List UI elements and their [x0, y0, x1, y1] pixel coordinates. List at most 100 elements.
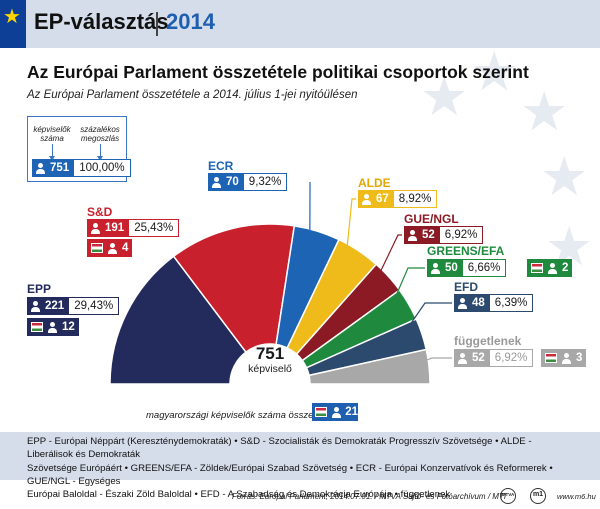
person-icon	[35, 162, 46, 174]
snd-percent: 25,43%	[128, 219, 180, 237]
alde-percent: 8,92%	[392, 190, 438, 208]
website-text: www.m6.hu	[557, 492, 596, 501]
abbreviation-legend: EPP - Európai Néppárt (Kereszténydemokra…	[0, 432, 600, 500]
key-tag: 751 100,00%	[32, 159, 131, 177]
header-year: 2014	[166, 9, 215, 34]
person-icon	[90, 222, 101, 234]
legend-line-2: Szövetsége Európáért • GREENS/EFA - Zöld…	[27, 462, 553, 487]
m1-logo-text: m1	[532, 491, 544, 498]
tag-gue: 52 6,92%	[404, 226, 484, 244]
person-icon	[30, 300, 41, 312]
person-icon	[547, 262, 558, 274]
mtva-logo	[500, 488, 516, 504]
efd-count: 48	[472, 297, 485, 309]
bg-star-icon: ★	[470, 42, 519, 102]
greens-percent: 6,66%	[461, 259, 507, 277]
legend-line-1: EPP - Európai Néppárt (Kereszténydemokra…	[27, 436, 532, 461]
person-icon	[457, 352, 468, 364]
gue-percent: 6,92%	[438, 226, 484, 244]
ecr-percent: 9,32%	[242, 173, 288, 191]
person-icon	[47, 321, 58, 333]
fuggetlen-hu-tag: 3	[541, 349, 587, 367]
mtva-logo-text: MTVA	[501, 492, 515, 497]
arc-sd	[172, 223, 296, 354]
person-icon	[211, 176, 222, 188]
tag-ecr: 70 9,32%	[208, 173, 288, 191]
epp-hu-tag: 12	[27, 318, 79, 336]
bg-star-icon: ★	[520, 82, 569, 142]
tag-greens: 50 6,66%	[427, 259, 507, 277]
label-snd: S&D	[87, 205, 113, 219]
key-label-count: képviselők száma	[33, 125, 71, 143]
chart-title: Az Európai Parlament összetétele politik…	[27, 62, 529, 82]
alde-count: 67	[376, 193, 389, 205]
chart-subtitle: Az Európai Parlament összetétele a 2014.…	[27, 89, 358, 101]
person-icon	[407, 229, 418, 241]
hungarian-total-label: magyarországi képviselők száma összesen:	[146, 410, 332, 421]
snd-hu-tag: 4	[87, 239, 133, 257]
snd-hu-count: 4	[122, 242, 129, 254]
center-total-label: képviselő	[248, 363, 292, 375]
center-total: 751 képviselő	[226, 344, 314, 375]
leader-line	[344, 198, 356, 272]
header-bar: ★ EP-választás 2014	[0, 0, 600, 48]
epp-percent: 29,43%	[68, 297, 120, 315]
key-arrow	[49, 144, 55, 161]
header-divider	[156, 12, 158, 36]
tag-epp: 221 29,43%	[27, 297, 120, 315]
fuggetlen-percent: 6,92%	[488, 349, 534, 367]
m1-logo	[530, 488, 546, 504]
bg-star-icon: ★	[420, 67, 469, 127]
center-hole	[231, 345, 309, 384]
header-title: EP-választás	[34, 9, 169, 34]
person-icon	[561, 352, 572, 364]
label-alde: ALDE	[358, 176, 391, 190]
key-box: képviselők száma százalékos megoszlás 75…	[27, 116, 131, 182]
key-percent: 100,00%	[73, 159, 131, 177]
legend-line-3: Európai Baloldal - Északi Zöld Baloldal …	[27, 489, 451, 501]
leader-line	[403, 357, 452, 370]
center-total-value: 751	[255, 344, 285, 363]
bg-star-icon: ★	[540, 147, 589, 207]
source-text: Forrás: Európai Parlament, 2014.07.01. /…	[232, 492, 507, 501]
hungary-flag-icon	[545, 353, 557, 363]
label-ecr: ECR	[208, 159, 234, 173]
key-label-percent: százalékos megoszlás	[80, 125, 120, 143]
greens-hu-tag: 2	[527, 259, 573, 277]
arc-fggetlen	[308, 348, 431, 385]
leader-line	[369, 234, 402, 294]
label-gue: GUE/NGL	[404, 212, 459, 226]
fuggetlen-count: 52	[472, 352, 485, 364]
snd-count: 191	[105, 222, 125, 234]
hungary-flag-icon	[91, 243, 103, 253]
efd-percent: 6,39%	[488, 294, 534, 312]
tag-alde: 67 8,92%	[358, 190, 438, 208]
person-icon	[457, 297, 468, 309]
fuggetlen-hu-count: 3	[576, 352, 583, 364]
leader-line	[386, 267, 425, 317]
gue-count: 52	[422, 229, 435, 241]
ecr-count: 70	[226, 176, 239, 188]
hungarian-total-value: 21	[345, 406, 358, 418]
hungarian-total-tag: 21	[312, 403, 358, 421]
tag-fuggetlen: 52 6,92%	[454, 349, 534, 367]
epp-hu-count: 12	[62, 321, 75, 333]
footer: Forrás: Európai Parlament, 2014.07.01. /…	[0, 484, 600, 509]
hungary-flag-icon	[31, 322, 43, 332]
key-arrow	[97, 144, 103, 161]
greens-hu-count: 2	[562, 262, 569, 274]
label-efd: EFD	[454, 280, 478, 294]
tag-snd: 191 25,43%	[87, 219, 180, 237]
label-epp: EPP	[27, 282, 52, 296]
label-greens: GREENS/EFA	[427, 244, 505, 258]
leader-line	[397, 302, 452, 343]
person-icon	[430, 262, 441, 274]
eu-flag-icon: ★	[0, 0, 26, 48]
tag-efd: 48 6,39%	[454, 294, 534, 312]
greens-count: 50	[445, 262, 458, 274]
label-fuggetlen: függetlenek	[454, 334, 522, 348]
key-count: 751	[50, 162, 70, 174]
person-icon	[331, 406, 342, 418]
person-icon	[361, 193, 372, 205]
